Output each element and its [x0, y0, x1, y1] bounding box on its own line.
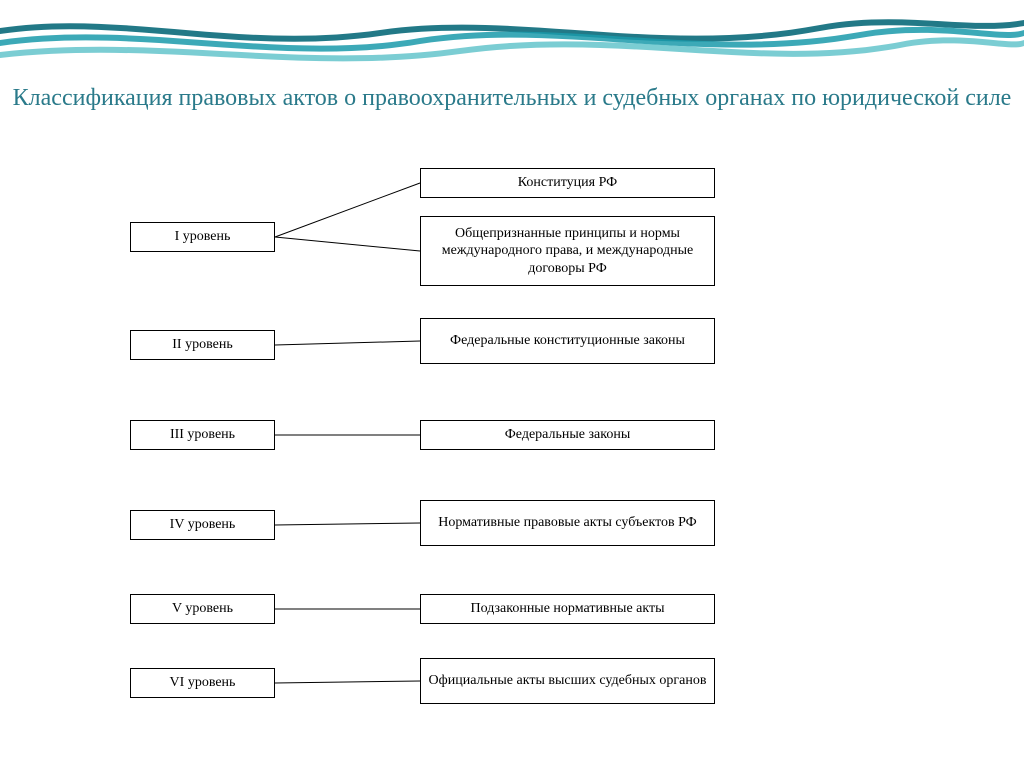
level-5-box: V уровень [130, 594, 275, 624]
target-subjects-box: Нормативные правовые акты субъектов РФ [420, 500, 715, 546]
target-courts-label: Официальные акты высших судебных органов [429, 672, 707, 690]
target-intl-label: Общепризнанные принципы и нормы междунар… [427, 225, 708, 278]
wave-decoration [0, 0, 1024, 80]
level-2-box: II уровень [130, 330, 275, 360]
target-subjects-label: Нормативные правовые акты субъектов РФ [438, 514, 697, 532]
level-4-label: IV уровень [170, 516, 236, 534]
target-intl-box: Общепризнанные принципы и нормы междунар… [420, 216, 715, 286]
connectors-svg [0, 0, 1024, 767]
slide-title: Классификация правовых актов о правоохра… [0, 82, 1024, 114]
level-1-box: I уровень [130, 222, 275, 252]
target-sublaw-box: Подзаконные нормативные акты [420, 594, 715, 624]
level-4-box: IV уровень [130, 510, 275, 540]
level-6-label: VI уровень [170, 674, 236, 692]
level-2-label: II уровень [172, 336, 232, 354]
target-fz-box: Федеральные законы [420, 420, 715, 450]
level-6-box: VI уровень [130, 668, 275, 698]
target-sublaw-label: Подзаконные нормативные акты [470, 600, 664, 618]
target-constitution-label: Конституция РФ [518, 174, 617, 192]
level-1-label: I уровень [175, 228, 231, 246]
target-courts-box: Официальные акты высших судебных органов [420, 658, 715, 704]
target-fkz-box: Федеральные конституционные законы [420, 318, 715, 364]
level-5-label: V уровень [172, 600, 233, 618]
target-constitution-box: Конституция РФ [420, 168, 715, 198]
target-fz-label: Федеральные законы [505, 426, 630, 444]
level-3-box: III уровень [130, 420, 275, 450]
level-3-label: III уровень [170, 426, 235, 444]
target-fkz-label: Федеральные конституционные законы [450, 332, 685, 350]
